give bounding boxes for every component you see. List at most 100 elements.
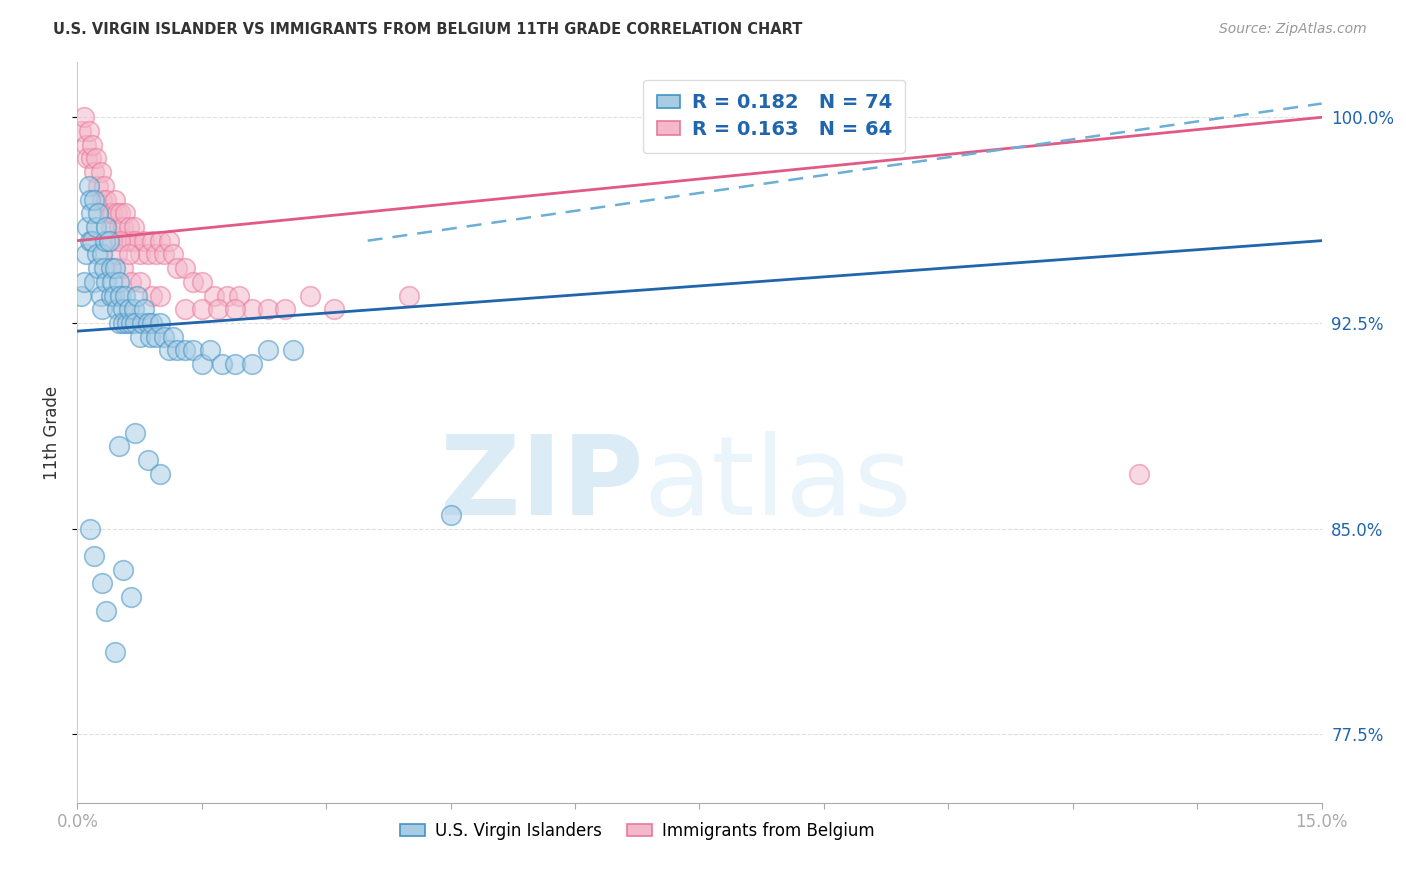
Point bbox=[207, 302, 229, 317]
Point bbox=[107, 275, 129, 289]
Point bbox=[153, 247, 176, 261]
Point bbox=[100, 288, 122, 302]
Point bbox=[104, 261, 127, 276]
Point bbox=[149, 316, 172, 330]
Point bbox=[96, 275, 118, 289]
Point bbox=[118, 247, 141, 261]
Point bbox=[83, 165, 105, 179]
Point bbox=[141, 234, 163, 248]
Point bbox=[110, 234, 132, 248]
Point bbox=[190, 302, 214, 317]
Text: ZIP: ZIP bbox=[440, 431, 644, 538]
Point bbox=[101, 234, 124, 248]
Point bbox=[105, 302, 128, 317]
Point bbox=[323, 302, 346, 317]
Point bbox=[91, 193, 114, 207]
Point bbox=[124, 234, 146, 248]
Point bbox=[91, 302, 114, 317]
Point bbox=[240, 302, 263, 317]
Point bbox=[120, 316, 142, 330]
Point bbox=[87, 178, 110, 193]
Point bbox=[166, 343, 188, 358]
Point bbox=[110, 288, 132, 302]
Text: atlas: atlas bbox=[644, 431, 912, 538]
Point bbox=[174, 261, 197, 276]
Point bbox=[83, 275, 105, 289]
Point bbox=[83, 549, 105, 563]
Point bbox=[183, 343, 205, 358]
Point bbox=[439, 508, 461, 522]
Point bbox=[82, 137, 104, 152]
Point bbox=[162, 329, 184, 343]
Point bbox=[97, 234, 120, 248]
Point bbox=[198, 343, 221, 358]
Point bbox=[125, 288, 148, 302]
Point bbox=[93, 261, 115, 276]
Point bbox=[115, 316, 138, 330]
Point bbox=[73, 275, 96, 289]
Point bbox=[105, 206, 128, 220]
Point bbox=[82, 234, 104, 248]
Point bbox=[96, 193, 118, 207]
Point bbox=[75, 137, 97, 152]
Point bbox=[93, 178, 115, 193]
Point bbox=[1128, 467, 1150, 481]
Point bbox=[91, 247, 114, 261]
Point bbox=[100, 261, 122, 276]
Point bbox=[118, 219, 141, 234]
Point bbox=[298, 288, 321, 302]
Point bbox=[124, 425, 146, 440]
Point bbox=[122, 302, 145, 317]
Y-axis label: 11th Grade: 11th Grade bbox=[42, 385, 60, 480]
Point bbox=[128, 247, 150, 261]
Legend: U.S. Virgin Islanders, Immigrants from Belgium: U.S. Virgin Islanders, Immigrants from B… bbox=[394, 815, 882, 847]
Point bbox=[87, 261, 110, 276]
Point bbox=[97, 206, 120, 220]
Point bbox=[141, 316, 163, 330]
Point bbox=[90, 165, 112, 179]
Point bbox=[136, 316, 159, 330]
Point bbox=[128, 275, 150, 289]
Point bbox=[111, 219, 134, 234]
Point bbox=[111, 261, 134, 276]
Point bbox=[83, 193, 105, 207]
Point bbox=[149, 234, 172, 248]
Point bbox=[145, 247, 167, 261]
Point bbox=[111, 316, 134, 330]
Point bbox=[79, 152, 101, 166]
Point bbox=[190, 357, 214, 371]
Point bbox=[73, 110, 96, 124]
Point bbox=[190, 275, 214, 289]
Point bbox=[166, 261, 188, 276]
Point bbox=[257, 343, 280, 358]
Point bbox=[80, 206, 103, 220]
Point bbox=[105, 247, 128, 261]
Point bbox=[174, 302, 197, 317]
Point bbox=[141, 288, 163, 302]
Point bbox=[149, 467, 172, 481]
Point bbox=[132, 234, 155, 248]
Point bbox=[104, 645, 127, 659]
Point bbox=[115, 234, 138, 248]
Point bbox=[131, 316, 153, 330]
Point bbox=[183, 275, 205, 289]
Point bbox=[124, 316, 146, 330]
Point bbox=[107, 316, 129, 330]
Point bbox=[149, 288, 172, 302]
Point bbox=[77, 178, 100, 193]
Point bbox=[136, 453, 159, 467]
Point bbox=[103, 288, 125, 302]
Point bbox=[96, 604, 118, 618]
Point bbox=[110, 206, 132, 220]
Point bbox=[215, 288, 238, 302]
Point bbox=[257, 302, 280, 317]
Point bbox=[107, 219, 129, 234]
Point bbox=[100, 219, 122, 234]
Point bbox=[91, 576, 114, 591]
Point bbox=[240, 357, 263, 371]
Text: Source: ZipAtlas.com: Source: ZipAtlas.com bbox=[1219, 22, 1367, 37]
Point bbox=[114, 288, 136, 302]
Point bbox=[120, 234, 142, 248]
Point bbox=[273, 302, 295, 317]
Point bbox=[120, 275, 142, 289]
